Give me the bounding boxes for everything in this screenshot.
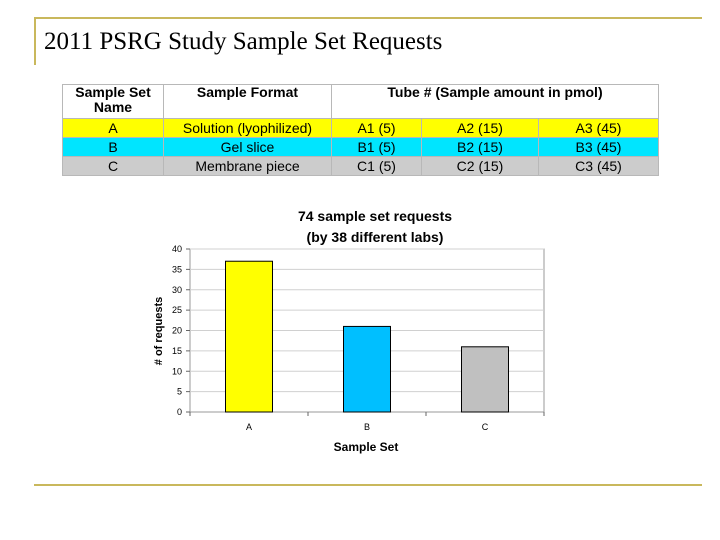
cell-tube: A1 (5) (331, 118, 422, 138)
y-axis-ticks: 0 5 10 15 20 25 30 35 40 (172, 244, 190, 417)
bar-a (225, 260, 273, 413)
y-tick-label: 15 (172, 346, 182, 356)
cell-name: B (62, 137, 164, 157)
cell-tube: A3 (45) (537, 118, 660, 138)
cell-tube: A2 (15) (421, 118, 539, 138)
chart-title-line-1: 74 sample set requests (298, 208, 452, 224)
header-sample-set-name: Sample Set Name (62, 84, 164, 119)
x-tick-label: B (364, 422, 370, 432)
y-axis-label: # of requests (153, 297, 165, 365)
header-tube: Tube # (Sample amount in pmol) (330, 84, 660, 119)
cell-name: A (62, 118, 164, 138)
table-row: B Gel slice B1 (5) B2 (15) B3 (45) (62, 137, 660, 157)
cell-format: Membrane piece (163, 156, 332, 176)
slide-title: 2011 PSRG Study Sample Set Requests (44, 28, 443, 55)
x-tick-label: A (246, 422, 252, 432)
y-tick-label: 10 (172, 366, 182, 376)
y-tick-label: 0 (177, 407, 182, 417)
chart-title-line-2: (by 38 different labs) (307, 229, 444, 245)
y-tick-label: 30 (172, 285, 182, 295)
bar-chart: 74 sample set requests (by 38 different … (153, 208, 545, 454)
bottom-rule (34, 484, 702, 486)
cell-tube: C1 (5) (331, 156, 422, 176)
y-tick-label: 25 (172, 305, 182, 315)
table-row: C Membrane piece C1 (5) C2 (15) C3 (45) (62, 156, 660, 176)
bars (225, 260, 509, 413)
cell-tube: C2 (15) (421, 156, 539, 176)
bar-b (343, 325, 391, 413)
left-rule (34, 17, 36, 65)
sample-set-table: Sample Set Name Sample Format Tube # (Sa… (62, 84, 660, 176)
cell-format: Gel slice (163, 137, 332, 157)
cell-name: C (62, 156, 164, 176)
x-tick-label: C (482, 422, 489, 432)
header-sample-format: Sample Format (163, 84, 332, 119)
cell-tube: B2 (15) (421, 137, 539, 157)
table-row: A Solution (lyophilized) A1 (5) A2 (15) … (62, 118, 660, 138)
bar-c (461, 346, 509, 413)
cell-tube: B3 (45) (537, 137, 660, 157)
table-header-row: Sample Set Name Sample Format Tube # (Sa… (62, 84, 660, 119)
y-tick-label: 5 (177, 387, 182, 397)
y-tick-label: 20 (172, 326, 182, 336)
cell-tube: C3 (45) (537, 156, 660, 176)
y-tick-label: 35 (172, 264, 182, 274)
x-axis-label: Sample Set (334, 440, 399, 454)
y-tick-label: 40 (172, 244, 182, 254)
top-rule (34, 17, 702, 19)
x-axis-ticks: A B C (189, 412, 545, 432)
cell-format: Solution (lyophilized) (163, 118, 332, 138)
cell-tube: B1 (5) (331, 137, 422, 157)
